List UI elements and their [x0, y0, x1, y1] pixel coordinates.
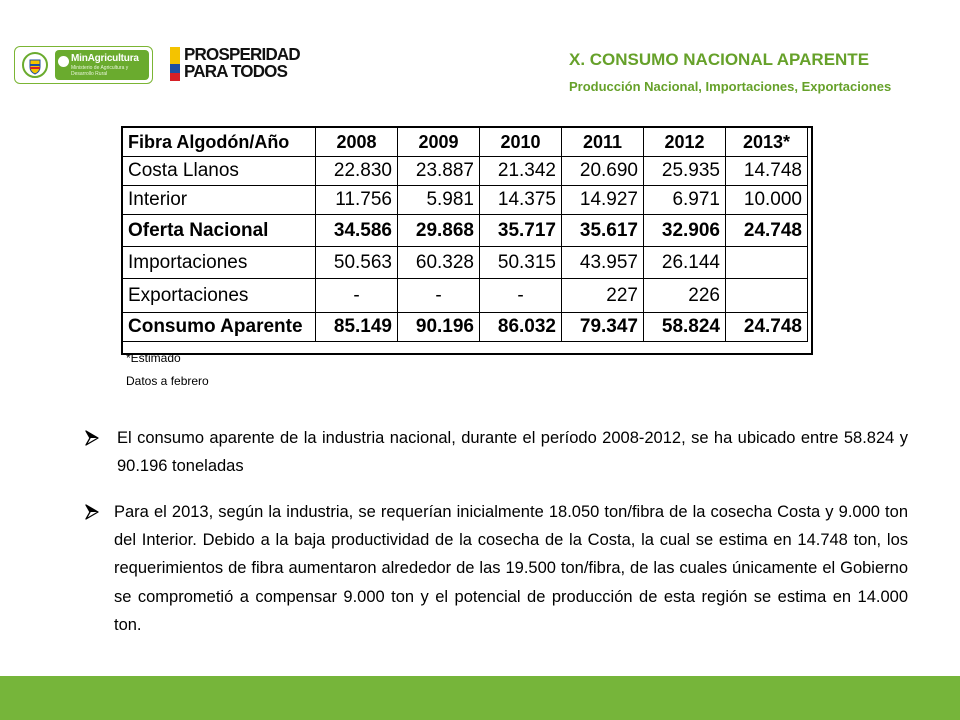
table-cell — [725, 278, 808, 313]
table-row: Importaciones 50.563 60.328 50.315 43.95… — [122, 246, 808, 279]
arrow-bullet-icon — [85, 504, 99, 520]
table-header-cell: 2012 — [643, 127, 726, 157]
bullet-2013-requirements: Para el 2013, según la industria, se req… — [85, 498, 908, 639]
table-cell: 43.957 — [561, 246, 644, 279]
bullet-consumption-range: El consumo aparente de la industria naci… — [85, 424, 908, 480]
table-cell: - — [479, 278, 562, 313]
coat-of-arms-icon — [22, 52, 48, 78]
ministry-seal-icon — [58, 56, 69, 67]
table-row: Exportaciones - - - 227 226 — [122, 278, 808, 313]
table-border — [121, 353, 813, 355]
table-header-cell: 2011 — [561, 127, 644, 157]
table-cell: 22.830 — [315, 156, 398, 186]
table-cell: 25.935 — [643, 156, 726, 186]
table-border — [121, 126, 813, 128]
table-cell: 227 — [561, 278, 644, 313]
table-cell: 60.328 — [397, 246, 480, 279]
row-label: Costa Llanos — [122, 156, 316, 186]
table-cell: 35.717 — [479, 214, 562, 247]
table-cell: 21.342 — [479, 156, 562, 186]
table-cell: 20.690 — [561, 156, 644, 186]
table-cell: 26.144 — [643, 246, 726, 279]
footer-bar — [0, 676, 960, 720]
table-header-cell: 2008 — [315, 127, 398, 157]
ministry-band: MinAgricultura Ministerio de Agricultura… — [55, 50, 149, 80]
table-cell: 14.748 — [725, 156, 808, 186]
bullet-text: El consumo aparente de la industria naci… — [117, 429, 908, 475]
table-cell: - — [397, 278, 480, 313]
bullet-text: Para el 2013, según la industria, se req… — [114, 503, 908, 634]
table-cell: - — [315, 278, 398, 313]
table-cell: 24.748 — [725, 214, 808, 247]
table-cell — [725, 246, 808, 279]
table-header-cell: 2010 — [479, 127, 562, 157]
table-row-oferta-nacional: Oferta Nacional 34.586 29.868 35.717 35.… — [122, 214, 808, 247]
row-label: Exportaciones — [122, 278, 316, 313]
table-cell: 32.906 — [643, 214, 726, 247]
table-header-cell: 2009 — [397, 127, 480, 157]
date-footnote: Datos a febrero — [126, 374, 209, 388]
table-cell: 24.748 — [725, 312, 808, 342]
table-border — [121, 126, 123, 355]
table-cell: 5.981 — [397, 185, 480, 215]
table-row: Interior 11.756 5.981 14.375 14.927 6.97… — [122, 185, 808, 215]
table-border — [811, 126, 813, 355]
table-cell: 6.971 — [643, 185, 726, 215]
prosperidad-para-todos-logo: PROSPERIDAD PARA TODOS — [170, 44, 310, 83]
table-cell: 14.375 — [479, 185, 562, 215]
table-cell: 34.586 — [315, 214, 398, 247]
table-cell: 11.756 — [315, 185, 398, 215]
table-cell: 79.347 — [561, 312, 644, 342]
table-cell: 50.563 — [315, 246, 398, 279]
row-label: Importaciones — [122, 246, 316, 279]
table-cell: 50.315 — [479, 246, 562, 279]
cotton-consumption-table: Fibra Algodón/Año 2008 2009 2010 2011 20… — [122, 127, 808, 342]
prosperidad-text: PROSPERIDAD — [184, 44, 301, 65]
arrow-bullet-icon — [85, 430, 99, 446]
table-cell: 35.617 — [561, 214, 644, 247]
table-header-cell: Fibra Algodón/Año — [122, 127, 316, 157]
table-cell: 86.032 — [479, 312, 562, 342]
table-cell: 10.000 — [725, 185, 808, 215]
row-label: Oferta Nacional — [122, 214, 316, 247]
table-row: Costa Llanos 22.830 23.887 21.342 20.690… — [122, 156, 808, 186]
page-title: X. CONSUMO NACIONAL APARENTE — [569, 50, 870, 69]
ministry-name: MinAgricultura — [71, 53, 139, 64]
row-label: Consumo Aparente — [122, 312, 316, 342]
table-cell: 23.887 — [397, 156, 480, 186]
table-cell: 58.824 — [643, 312, 726, 342]
table-cell: 226 — [643, 278, 726, 313]
table-header-cell: 2013* — [725, 127, 808, 157]
ministry-subtitle: Ministerio de Agricultura y Desarrollo R… — [71, 65, 129, 77]
row-label: Interior — [122, 185, 316, 215]
para-todos-text: PARA TODOS — [184, 61, 288, 82]
table-cell: 85.149 — [315, 312, 398, 342]
table-row-consumo-aparente: Consumo Aparente 85.149 90.196 86.032 79… — [122, 312, 808, 342]
table-cell: 29.868 — [397, 214, 480, 247]
minagricultura-logo: MinAgricultura Ministerio de Agricultura… — [14, 46, 153, 84]
table-header-row: Fibra Algodón/Año 2008 2009 2010 2011 20… — [122, 127, 808, 157]
table-cell: 14.927 — [561, 185, 644, 215]
page-subtitle: Producción Nacional, Importaciones, Expo… — [569, 79, 892, 94]
table-cell: 90.196 — [397, 312, 480, 342]
colombia-flag-icon — [170, 47, 180, 81]
estimated-footnote: *Estimado — [126, 351, 181, 365]
